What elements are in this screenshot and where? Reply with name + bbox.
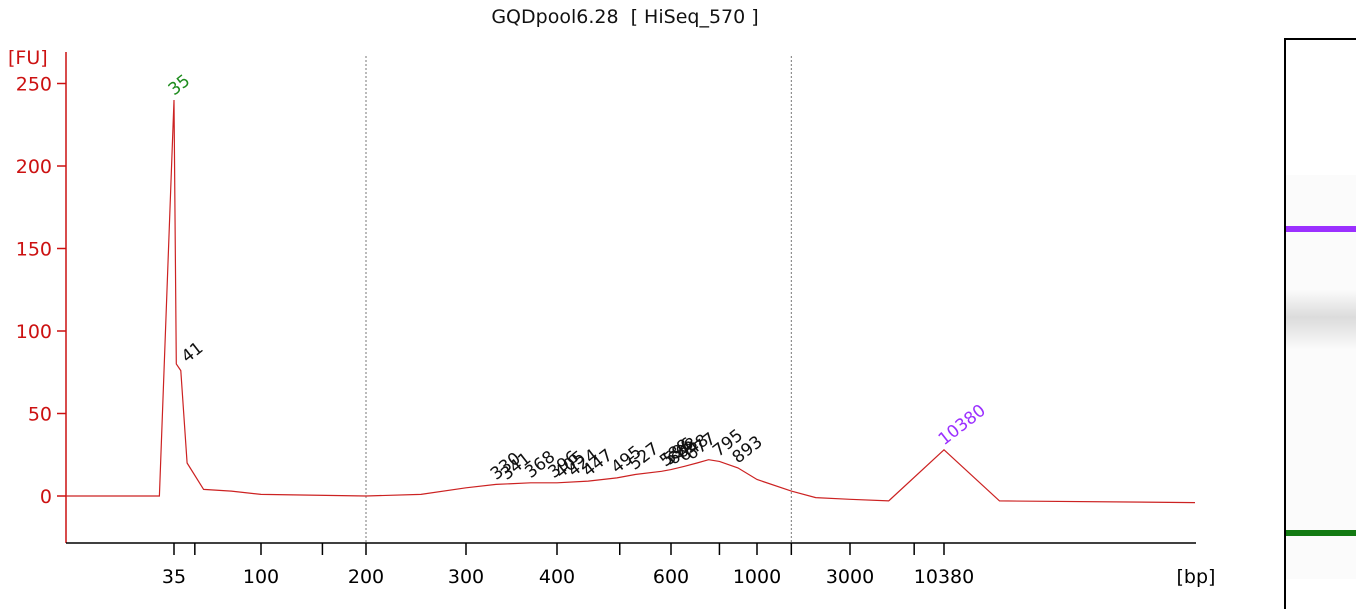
x-tick-label: 1000 — [733, 566, 781, 588]
gel-band-upper-marker — [1286, 226, 1356, 232]
gel-band-lower-marker — [1286, 530, 1356, 536]
gel-image — [1284, 38, 1356, 609]
x-tick-label: 100 — [243, 566, 279, 588]
x-tick-label: 35 — [162, 566, 186, 588]
y-tick-label: 50 — [28, 404, 52, 426]
x-tick-label: 10380 — [914, 566, 974, 588]
y-tick-label: 0 — [40, 486, 52, 508]
electropherogram-trace — [66, 99, 1196, 504]
x-tick-label: 300 — [448, 566, 484, 588]
peak-label: 10380 — [935, 401, 990, 450]
x-tick-label: 200 — [348, 566, 384, 588]
x-axis-label: [bp] — [1177, 566, 1216, 588]
gel-smear — [1286, 290, 1356, 350]
chart-title: GQDpool6.28 [ HiSeq_570 ] — [491, 6, 759, 28]
y-axis-label: [FU] — [8, 47, 48, 69]
peak-label: 35 — [165, 71, 194, 100]
electropherogram-plot: [FU] 0 50 100 150 200 250 35 100 200 300 400 600 1000… — [8, 47, 1216, 588]
y-tick-label: 200 — [16, 156, 52, 178]
x-tick-label: 3000 — [826, 566, 874, 588]
y-tick-label: 250 — [16, 74, 52, 96]
y-tick-label: 100 — [16, 321, 52, 343]
x-tick-label: 400 — [539, 566, 575, 588]
y-tick-label: 150 — [16, 239, 52, 261]
x-tick-label: 600 — [653, 566, 689, 588]
peak-label: 41 — [178, 338, 207, 367]
gel-lane — [1286, 175, 1356, 579]
